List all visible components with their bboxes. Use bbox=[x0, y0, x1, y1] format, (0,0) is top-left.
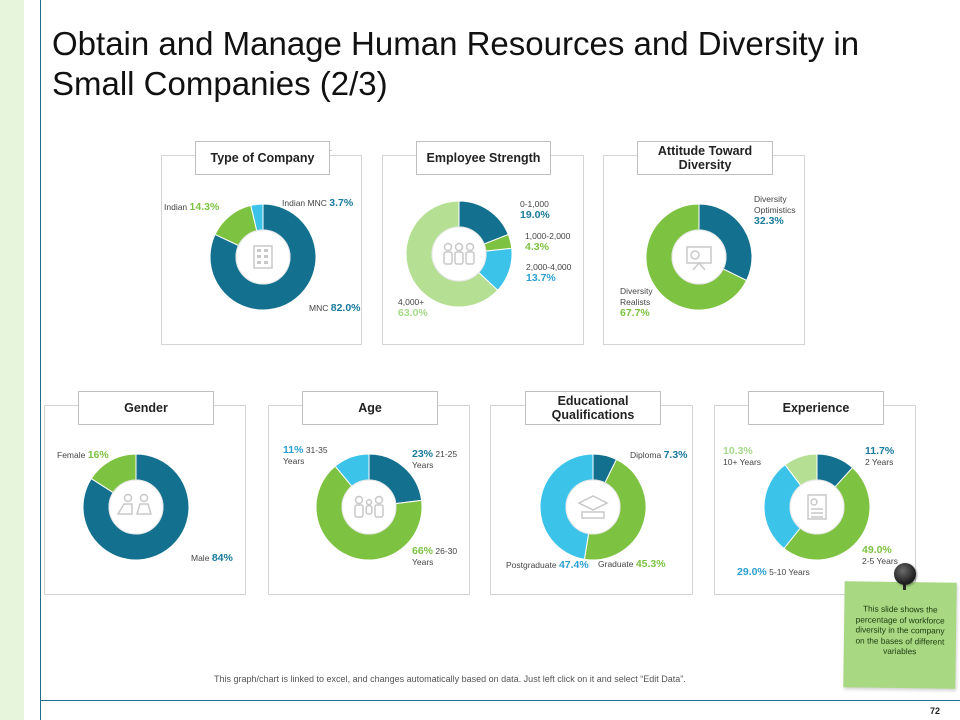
panel-title: Type of Company bbox=[195, 141, 330, 175]
panel-title: Gender bbox=[78, 391, 214, 425]
resume-icon bbox=[807, 494, 827, 520]
building-icon bbox=[253, 245, 273, 269]
2-5-years-label: 49.0% 2-5 Years bbox=[862, 544, 898, 567]
donut-center bbox=[789, 479, 845, 535]
indian-label: Indian 14.3% bbox=[164, 201, 220, 213]
left-border-line bbox=[40, 0, 41, 720]
0-1000-label: 0-1,000 19.0% bbox=[520, 199, 550, 221]
diversity-optimistics-label: Diversity Optimistics 32.3% bbox=[754, 194, 796, 227]
age-26-30-label: 66% 26-30 Years bbox=[412, 545, 458, 568]
family-icon bbox=[354, 495, 384, 518]
age-31-35-label: 11% 31-35 Years bbox=[283, 444, 328, 467]
male-label: Male 84% bbox=[191, 552, 233, 564]
type-of-company-panel: Type of Company Indian 14.3% Indian MNC … bbox=[161, 141, 363, 346]
education-donut[interactable] bbox=[491, 406, 694, 596]
mnc-label: MNC 82.0% bbox=[309, 302, 361, 314]
4000-plus-label: 4,000+ 63.0% bbox=[398, 297, 428, 319]
left-accent-strip bbox=[0, 0, 24, 720]
gender-panel: Gender Female 16% Male 84% bbox=[44, 391, 247, 596]
diploma-label: Diploma 7.3% bbox=[630, 449, 688, 461]
sticky-note: This slide shows the percentage of workf… bbox=[843, 581, 957, 689]
2-years-label: 11.7% 2 Years bbox=[865, 445, 895, 468]
donut-center bbox=[108, 479, 164, 535]
employee-strength-panel: Employee Strength 0-1,000 19.0% 1,000-2,0… bbox=[382, 141, 585, 346]
age-panel: Age 11% 31-35 Years 23% 21-25 Years 66% … bbox=[268, 391, 471, 596]
panel-title: Employee Strength bbox=[416, 141, 551, 175]
panel-title: Attitude Toward Diversity bbox=[637, 141, 773, 175]
panel-title: Age bbox=[302, 391, 438, 425]
educational-qualifications-panel: Educational Qualifications Diploma 7.3% … bbox=[490, 391, 694, 596]
female-label: Female 16% bbox=[57, 449, 109, 461]
male-female-icon bbox=[116, 493, 153, 515]
graduation-cap-icon bbox=[577, 495, 609, 519]
employee-strength-donut[interactable] bbox=[383, 156, 585, 346]
indian-mnc-label: Indian MNC 3.7% bbox=[282, 197, 354, 209]
page-number: 72 bbox=[930, 706, 941, 716]
pushpin-stem bbox=[903, 580, 906, 590]
people-group-icon bbox=[443, 242, 475, 265]
slide-title: Obtain and Manage Human Resources and Di… bbox=[52, 25, 860, 102]
experience-panel: Experience 10.3% 10+ Years 11.7% 2 Years 4… bbox=[714, 391, 917, 596]
5-10-years-label: 29.0% 5-10 Years bbox=[737, 566, 810, 578]
age-donut[interactable] bbox=[269, 406, 471, 596]
graduate-label: Graduate 45.3% bbox=[598, 558, 666, 570]
experience-donut[interactable] bbox=[715, 406, 917, 596]
panel-title: Educational Qualifications bbox=[525, 391, 661, 425]
donut-center bbox=[341, 479, 397, 535]
diversity-realists-label: Diversity Realists 67.7% bbox=[620, 286, 653, 319]
bottom-border-line bbox=[40, 700, 960, 701]
10plus-years-label: 10.3% 10+ Years bbox=[723, 445, 762, 468]
gender-donut[interactable] bbox=[45, 406, 247, 596]
type-of-company-donut[interactable] bbox=[162, 156, 363, 346]
attitude-toward-diversity-panel: Attitude Toward Diversity Diversity Opti… bbox=[603, 141, 806, 346]
donut-center bbox=[431, 226, 487, 282]
2000-4000-label: 2,000-4,000 13.7% bbox=[526, 262, 572, 284]
panel-title: Experience bbox=[748, 391, 884, 425]
donut-center bbox=[565, 479, 621, 535]
donut-center bbox=[235, 229, 291, 285]
presentation-board-icon bbox=[686, 246, 712, 271]
postgraduate-label: Postgraduate 47.4% bbox=[506, 559, 589, 571]
attitude-donut[interactable] bbox=[604, 156, 806, 346]
1000-2000-label: 1,000-2,000 4.3% bbox=[525, 231, 571, 253]
age-21-25-label: 23% 21-25 Years bbox=[412, 448, 458, 471]
footer-note: This graph/chart is linked to excel, and… bbox=[214, 674, 686, 684]
pushpin-icon bbox=[894, 563, 916, 585]
